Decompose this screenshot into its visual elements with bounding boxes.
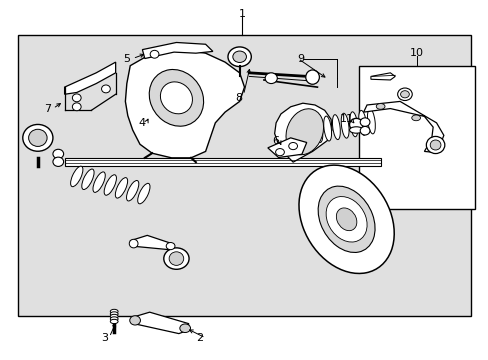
Ellipse shape xyxy=(160,82,192,114)
Ellipse shape xyxy=(341,113,348,138)
Ellipse shape xyxy=(70,166,83,187)
Ellipse shape xyxy=(332,115,340,140)
Text: 3: 3 xyxy=(101,333,108,343)
Ellipse shape xyxy=(349,112,357,137)
Ellipse shape xyxy=(150,50,159,58)
Bar xyxy=(19,35,469,316)
Ellipse shape xyxy=(102,85,110,93)
Polygon shape xyxy=(142,42,212,59)
Ellipse shape xyxy=(325,197,366,242)
Ellipse shape xyxy=(166,243,175,249)
Ellipse shape xyxy=(180,324,190,333)
Ellipse shape xyxy=(375,104,384,109)
Ellipse shape xyxy=(360,126,369,135)
Text: 11: 11 xyxy=(339,114,353,124)
Ellipse shape xyxy=(93,172,105,192)
Ellipse shape xyxy=(349,118,363,131)
Ellipse shape xyxy=(285,109,323,155)
Polygon shape xyxy=(363,102,443,152)
Ellipse shape xyxy=(110,314,118,319)
Ellipse shape xyxy=(358,111,366,135)
Ellipse shape xyxy=(366,109,375,134)
Ellipse shape xyxy=(81,169,94,189)
Ellipse shape xyxy=(169,252,183,265)
Polygon shape xyxy=(370,73,394,80)
Ellipse shape xyxy=(115,177,127,198)
Ellipse shape xyxy=(149,69,203,126)
Ellipse shape xyxy=(397,88,411,100)
Text: 2: 2 xyxy=(196,333,203,343)
Ellipse shape xyxy=(53,149,63,158)
Ellipse shape xyxy=(227,47,251,67)
Ellipse shape xyxy=(129,316,140,325)
Ellipse shape xyxy=(314,117,322,143)
Bar xyxy=(358,66,474,208)
Ellipse shape xyxy=(29,129,47,147)
Ellipse shape xyxy=(138,183,150,204)
Text: 9: 9 xyxy=(296,54,304,64)
Ellipse shape xyxy=(23,125,53,151)
Polygon shape xyxy=(130,235,174,249)
Ellipse shape xyxy=(275,149,284,156)
Ellipse shape xyxy=(126,180,139,201)
Polygon shape xyxy=(267,138,306,157)
Ellipse shape xyxy=(349,127,363,133)
Text: 4: 4 xyxy=(139,118,145,128)
Polygon shape xyxy=(131,312,188,334)
Polygon shape xyxy=(125,50,244,158)
Text: 8: 8 xyxy=(235,93,242,103)
Text: 6: 6 xyxy=(272,136,279,147)
Ellipse shape xyxy=(110,317,118,321)
Ellipse shape xyxy=(298,165,393,274)
Ellipse shape xyxy=(305,70,319,84)
Ellipse shape xyxy=(110,309,118,314)
Ellipse shape xyxy=(110,312,118,316)
Text: 1: 1 xyxy=(238,9,245,19)
Ellipse shape xyxy=(110,319,118,324)
Polygon shape xyxy=(64,158,380,166)
Ellipse shape xyxy=(72,103,81,111)
Ellipse shape xyxy=(129,239,138,248)
Polygon shape xyxy=(274,103,331,162)
Ellipse shape xyxy=(426,136,444,154)
Ellipse shape xyxy=(429,140,440,150)
Ellipse shape xyxy=(288,143,297,150)
Text: 10: 10 xyxy=(409,48,423,58)
Ellipse shape xyxy=(232,51,246,63)
Ellipse shape xyxy=(72,94,81,102)
Ellipse shape xyxy=(163,248,189,269)
Ellipse shape xyxy=(264,73,277,84)
Ellipse shape xyxy=(400,91,408,98)
Ellipse shape xyxy=(411,115,420,121)
Text: 5: 5 xyxy=(123,54,130,64)
Ellipse shape xyxy=(53,157,63,166)
Ellipse shape xyxy=(323,116,331,141)
Polygon shape xyxy=(64,62,116,94)
Ellipse shape xyxy=(104,175,116,195)
Text: 7: 7 xyxy=(44,104,51,113)
Ellipse shape xyxy=(318,186,374,252)
Ellipse shape xyxy=(360,118,369,126)
Ellipse shape xyxy=(336,208,356,231)
